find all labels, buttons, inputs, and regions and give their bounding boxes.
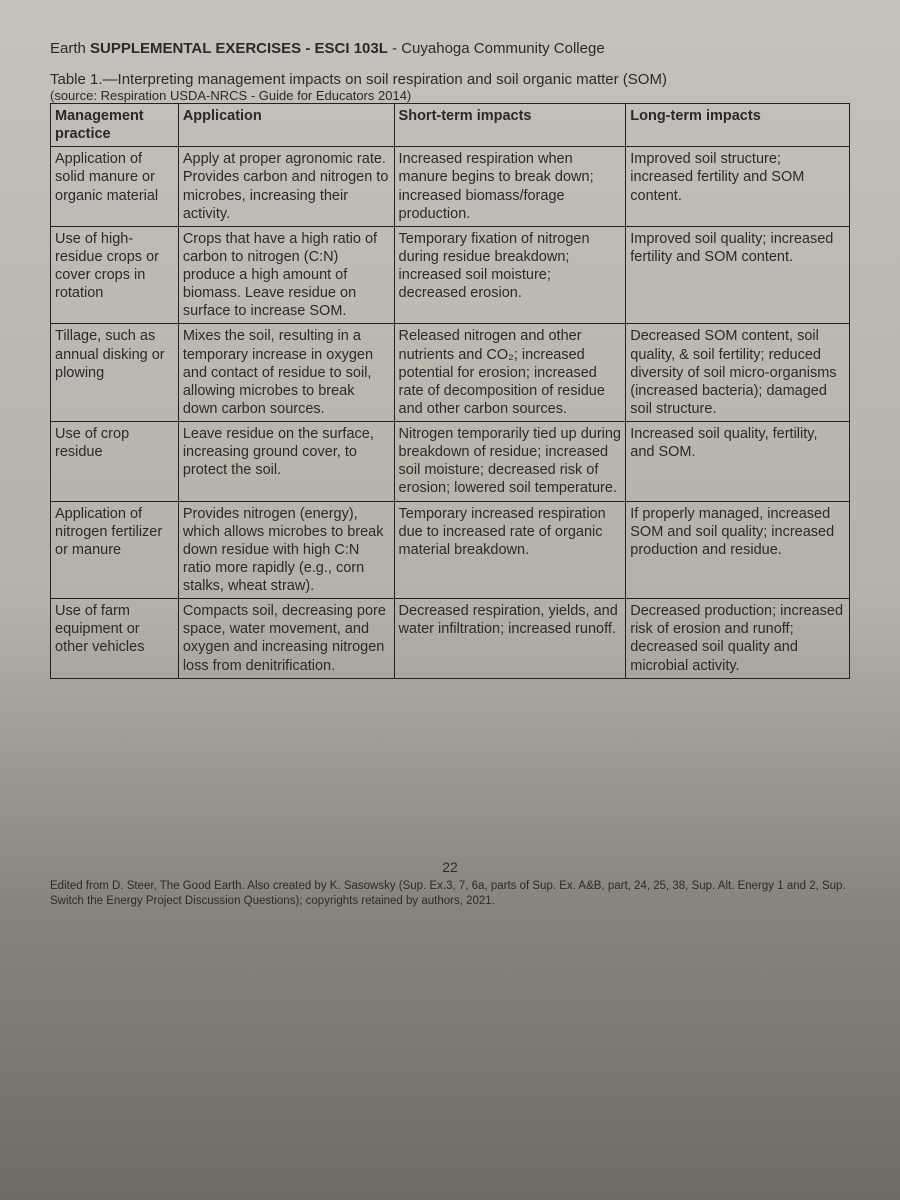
table-row: Use of crop residue Leave residue on the… xyxy=(51,422,850,502)
cell-application: Leave residue on the surface, increasing… xyxy=(178,422,394,502)
cell-practice: Use of high-residue crops or cover crops… xyxy=(51,226,179,324)
cell-short: Decreased respiration, yields, and water… xyxy=(394,599,626,679)
cell-long: Decreased production; increased risk of … xyxy=(626,599,850,679)
cell-short: Nitrogen temporarily tied up during brea… xyxy=(394,422,626,502)
cell-application: Mixes the soil, resulting in a temporary… xyxy=(178,324,394,422)
header-suffix: - Cuyahoga Community College xyxy=(388,40,605,57)
table-row: Use of farm equipment or other vehicles … xyxy=(51,599,850,679)
cell-practice: Application of nitrogen fertilizer or ma… xyxy=(51,501,179,599)
cell-long: Decreased SOM content, soil quality, & s… xyxy=(626,324,850,422)
cell-practice: Tillage, such as annual disking or plowi… xyxy=(51,324,179,422)
course-header: Earth SUPPLEMENTAL EXERCISES - ESCI 103L… xyxy=(50,40,850,57)
cell-short: Temporary increased respiration due to i… xyxy=(394,501,626,599)
col-header-short: Short-term impacts xyxy=(394,104,626,147)
table-source: (source: Respiration USDA-NRCS - Guide f… xyxy=(50,88,850,103)
cell-short: Temporary fixation of nitrogen during re… xyxy=(394,226,626,324)
cell-short: Released nitrogen and other nutrients an… xyxy=(394,324,626,422)
table-row: Tillage, such as annual disking or plowi… xyxy=(51,324,850,422)
management-impacts-table: Management practice Application Short-te… xyxy=(50,103,850,679)
cell-application: Compacts soil, decreasing pore space, wa… xyxy=(178,599,394,679)
cell-application: Provides nitrogen (energy), which allows… xyxy=(178,501,394,599)
footer-attribution: Edited from D. Steer, The Good Earth. Al… xyxy=(50,879,850,909)
col-header-long: Long-term impacts xyxy=(626,104,850,147)
cell-practice: Use of farm equipment or other vehicles xyxy=(51,599,179,679)
col-header-application: Application xyxy=(178,104,394,147)
cell-practice: Application of solid manure or organic m… xyxy=(51,147,179,227)
cell-application: Apply at proper agronomic rate. Provides… xyxy=(178,147,394,227)
table-row: Application of nitrogen fertilizer or ma… xyxy=(51,501,850,599)
cell-long: Improved soil quality; increased fertili… xyxy=(626,226,850,324)
cell-application: Crops that have a high ratio of carbon t… xyxy=(178,226,394,324)
page-number: 22 xyxy=(50,859,850,875)
cell-short: Increased respiration when manure begins… xyxy=(394,147,626,227)
table-title: Table 1.—Interpreting management impacts… xyxy=(50,71,850,88)
cell-long: Improved soil structure; increased ferti… xyxy=(626,147,850,227)
header-prefix: Earth xyxy=(50,40,90,57)
table-row: Application of solid manure or organic m… xyxy=(51,147,850,227)
cell-long: If properly managed, increased SOM and s… xyxy=(626,501,850,599)
table-row: Use of high-residue crops or cover crops… xyxy=(51,226,850,324)
col-header-practice: Management practice xyxy=(51,104,179,147)
cell-long: Increased soil quality, fertility, and S… xyxy=(626,422,850,502)
header-bold: SUPPLEMENTAL EXERCISES - ESCI 103L xyxy=(90,40,388,57)
cell-practice: Use of crop residue xyxy=(51,422,179,502)
table-header-row: Management practice Application Short-te… xyxy=(51,104,850,147)
